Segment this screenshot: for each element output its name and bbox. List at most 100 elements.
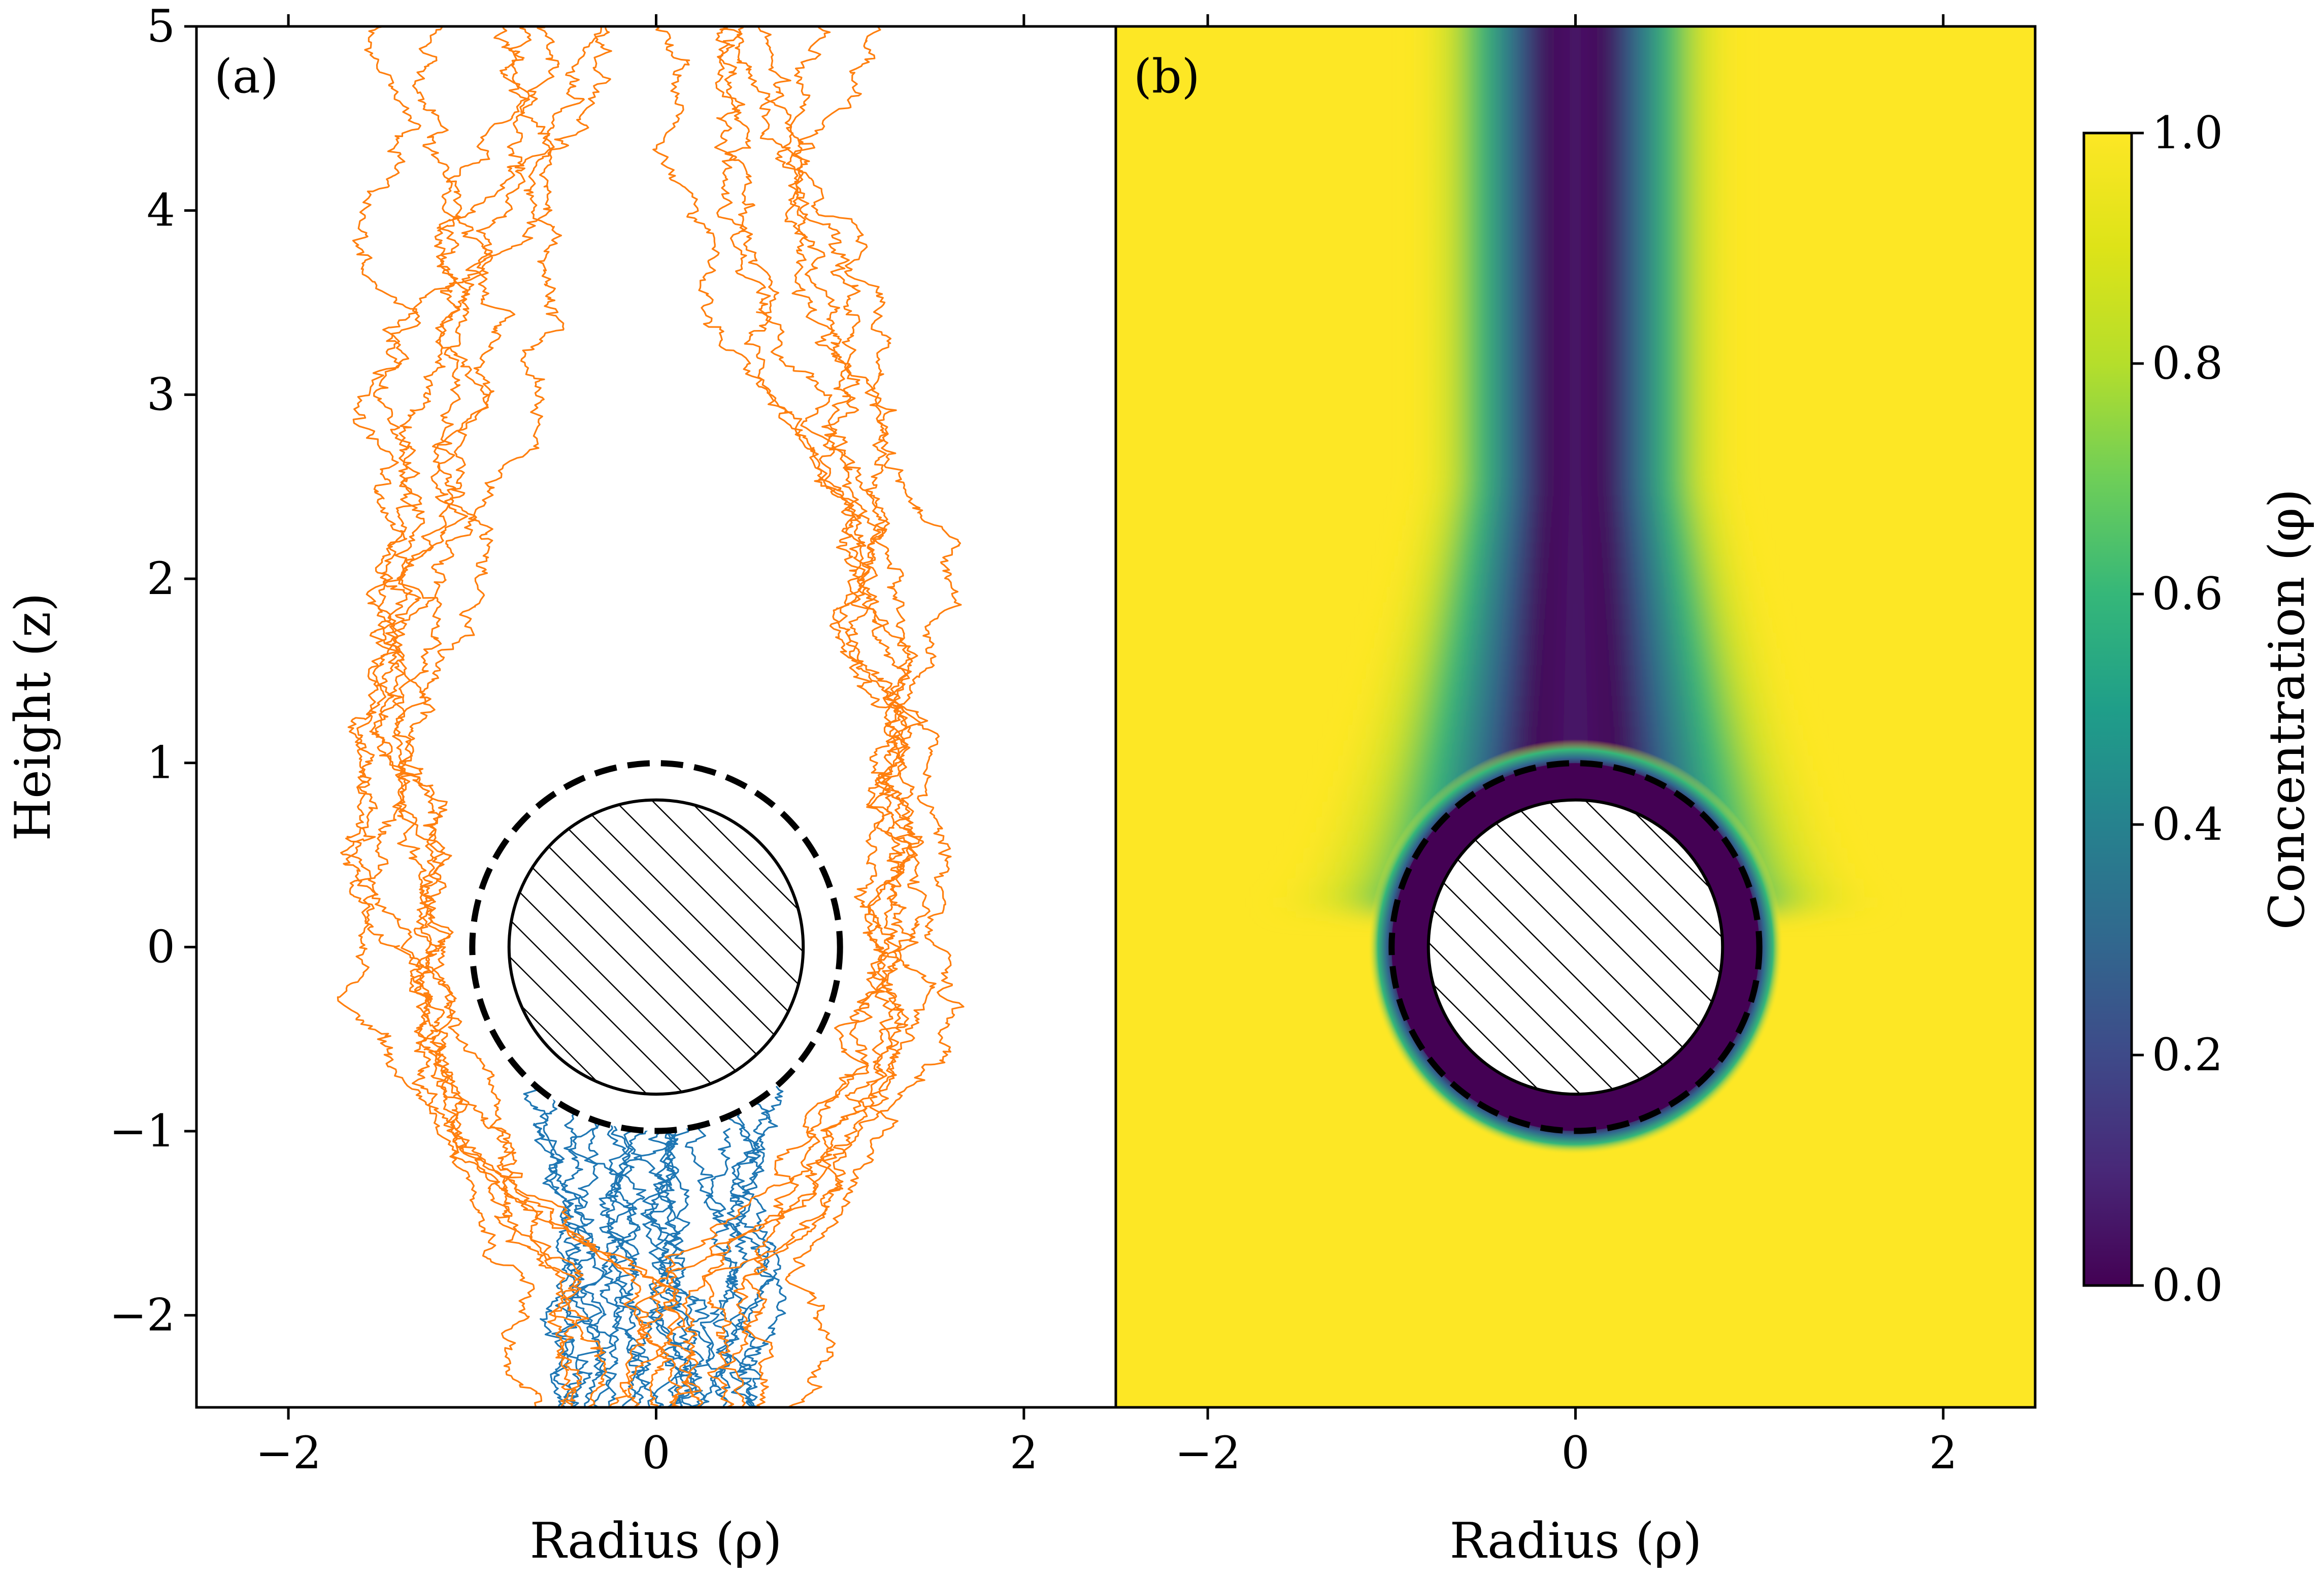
x-tick-label: −2 xyxy=(1175,1427,1241,1479)
colorbar-label: Concentration (φ) xyxy=(2259,489,2315,930)
solid-sphere-a xyxy=(507,798,805,1096)
panel-b-concentration-field: (b) xyxy=(1116,0,2035,1407)
x-tick-label: 2 xyxy=(1010,1427,1038,1479)
wake-band xyxy=(1376,603,1775,619)
wake-band xyxy=(1410,188,1741,205)
wake-band xyxy=(1410,127,1741,144)
captured-path xyxy=(533,1123,605,1407)
wake-band xyxy=(1359,664,1792,681)
x-axis-label-a: Radius (ρ) xyxy=(530,1512,782,1569)
captured-path xyxy=(563,1118,655,1407)
y-tick-label: 3 xyxy=(147,368,175,420)
wake-band xyxy=(1345,710,1806,727)
escaping-path xyxy=(352,26,608,1407)
wake-band xyxy=(1410,403,1741,420)
x-tick-label: 2 xyxy=(1929,1427,1957,1479)
wake-band xyxy=(1364,649,1787,666)
wake-band xyxy=(1410,373,1741,389)
colorbar-tick-label: 1.0 xyxy=(2152,107,2223,159)
captured-path xyxy=(523,1088,603,1407)
wake-band xyxy=(1410,265,1741,282)
wake-band xyxy=(1349,695,1802,711)
x-tick-label: −2 xyxy=(255,1427,321,1479)
y-tick-label: 1 xyxy=(147,737,175,789)
colorbar-tick-label: 0.8 xyxy=(2152,337,2223,389)
y-axis-label: Height (z) xyxy=(5,592,61,841)
colorbar-tick-label: 0.2 xyxy=(2152,1029,2223,1081)
wake-band xyxy=(1410,0,1741,6)
colorbar-tick-label: 0.6 xyxy=(2152,568,2223,620)
wake-band xyxy=(1410,157,1741,175)
wake-band xyxy=(1410,465,1741,481)
wake-band xyxy=(1410,26,1741,37)
wake-band xyxy=(1368,633,1783,650)
wake-band xyxy=(1410,96,1741,113)
wake-band xyxy=(1410,142,1741,159)
wake-band xyxy=(1393,541,1758,558)
wake-band xyxy=(1410,219,1741,236)
x-axis-label-b: Radius (ρ) xyxy=(1450,1512,1702,1569)
escaping-path xyxy=(635,26,924,1407)
wake-band xyxy=(1410,449,1741,466)
wake-band xyxy=(1397,526,1754,543)
wake-band xyxy=(1409,480,1742,497)
captured-path xyxy=(571,1123,689,1407)
captured-path xyxy=(561,1111,617,1407)
colorbar-gradient xyxy=(2082,131,2133,1287)
escaping-path xyxy=(655,26,962,1407)
wake-band xyxy=(1410,295,1741,313)
y-tick-label: 2 xyxy=(147,552,175,605)
panel-a-random-walks: (a) xyxy=(196,26,1116,1407)
escaping-path xyxy=(352,26,664,1407)
wake-band xyxy=(1401,511,1750,528)
wake-band xyxy=(1410,204,1741,220)
panel-label-b: (b) xyxy=(1134,49,1200,104)
x-tick-label: 0 xyxy=(1562,1427,1590,1479)
panel-label-a: (a) xyxy=(214,49,279,104)
wake-band xyxy=(1410,112,1741,128)
wake-band xyxy=(1410,418,1741,435)
wake-band xyxy=(1410,173,1741,190)
x-tick-label: 0 xyxy=(642,1427,671,1479)
wake-band xyxy=(1354,679,1797,696)
wake-band xyxy=(1410,434,1741,451)
escaping-path xyxy=(714,26,937,1407)
wake-band xyxy=(1410,388,1741,405)
wake-band xyxy=(1372,618,1779,635)
y-tick-label: −2 xyxy=(109,1289,175,1341)
wake-band xyxy=(1410,326,1741,343)
wake-band xyxy=(1340,726,1811,742)
wake-band xyxy=(1410,311,1741,328)
y-tick-label: 5 xyxy=(147,0,175,52)
wake-band xyxy=(1385,572,1766,589)
wake-band xyxy=(1405,495,1746,512)
wake-plume xyxy=(1261,0,1890,911)
escaping-path xyxy=(337,26,703,1407)
wake-band xyxy=(1389,556,1762,573)
axis-ticks: −2 0 2 −2 0 2 −2 −1 0 1 2 3 4 5 xyxy=(109,0,1957,1479)
obstacle-b xyxy=(1388,760,1763,1134)
walk-paths xyxy=(337,26,965,1407)
wake-band xyxy=(1410,35,1741,52)
wake-band xyxy=(1410,280,1741,297)
panel-a-background xyxy=(196,26,1116,1407)
captured-path xyxy=(731,1085,787,1407)
y-tick-label: 4 xyxy=(147,184,175,237)
obstacle-a xyxy=(469,760,843,1134)
wake-band xyxy=(1410,250,1741,267)
captured-path xyxy=(726,1100,776,1407)
escaping-path xyxy=(733,26,965,1407)
y-tick-label: −1 xyxy=(109,1105,175,1157)
wake-band xyxy=(1410,65,1741,82)
wake-band xyxy=(1381,587,1770,604)
colorbar: 0.0 0.2 0.4 0.6 0.8 1.0 Concentration (φ) xyxy=(2082,107,2315,1311)
solid-sphere-b xyxy=(1426,798,1724,1096)
captured-path xyxy=(716,1115,775,1407)
colorbar-tick-label: 0.4 xyxy=(2152,798,2223,850)
wake-band xyxy=(1410,357,1741,374)
wake-band xyxy=(1410,342,1741,358)
colorbar-ticks: 0.0 0.2 0.4 0.6 0.8 1.0 xyxy=(2132,107,2223,1311)
wake-band xyxy=(1410,235,1741,251)
wake-band xyxy=(1410,50,1741,67)
